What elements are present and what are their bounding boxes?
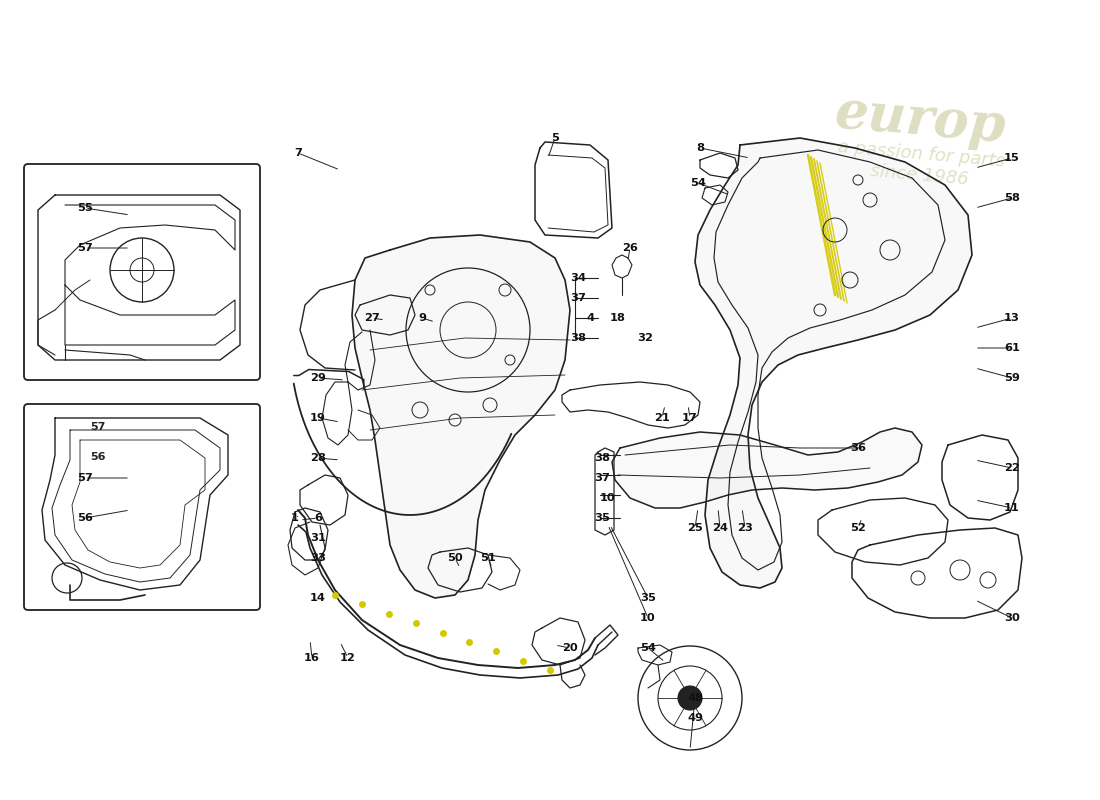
Text: 35: 35 xyxy=(640,593,656,603)
Text: 38: 38 xyxy=(594,453,610,463)
Circle shape xyxy=(678,686,702,710)
Text: 27: 27 xyxy=(364,313,380,323)
Text: 20: 20 xyxy=(562,643,578,653)
Text: 58: 58 xyxy=(1004,193,1020,203)
Text: 56: 56 xyxy=(77,513,92,523)
Text: 37: 37 xyxy=(570,293,586,303)
Text: 22: 22 xyxy=(1004,463,1020,473)
Text: 16: 16 xyxy=(304,653,320,663)
Text: 7: 7 xyxy=(294,148,301,158)
Text: 13: 13 xyxy=(1004,313,1020,323)
Text: 35: 35 xyxy=(594,513,609,523)
Text: 57: 57 xyxy=(90,422,106,432)
Text: 18: 18 xyxy=(610,313,626,323)
Text: 12: 12 xyxy=(340,653,356,663)
Text: 9: 9 xyxy=(418,313,426,323)
Polygon shape xyxy=(612,428,922,508)
Text: 11: 11 xyxy=(1004,503,1020,513)
Text: 17: 17 xyxy=(682,413,697,423)
Text: 34: 34 xyxy=(570,273,586,283)
Text: 10: 10 xyxy=(640,613,656,623)
Text: 14: 14 xyxy=(310,593,326,603)
Text: 61: 61 xyxy=(1004,343,1020,353)
Text: a passion for parts
since 1986: a passion for parts since 1986 xyxy=(835,138,1005,192)
Text: 55: 55 xyxy=(77,203,92,213)
Text: 52: 52 xyxy=(850,523,866,533)
Polygon shape xyxy=(352,235,570,598)
Text: 21: 21 xyxy=(654,413,670,423)
Text: 51: 51 xyxy=(480,553,496,563)
Text: 54: 54 xyxy=(690,178,706,188)
FancyBboxPatch shape xyxy=(24,164,260,380)
Text: 33: 33 xyxy=(310,553,326,563)
Text: 25: 25 xyxy=(688,523,703,533)
Text: 57: 57 xyxy=(77,473,92,483)
Text: 10: 10 xyxy=(601,493,616,503)
Text: 30: 30 xyxy=(1004,613,1020,623)
Text: 56: 56 xyxy=(90,452,106,462)
FancyBboxPatch shape xyxy=(24,404,260,610)
Text: 19: 19 xyxy=(310,413,326,423)
Text: 49: 49 xyxy=(688,713,703,723)
Text: 26: 26 xyxy=(623,243,638,253)
Text: 38: 38 xyxy=(570,333,586,343)
Text: 15: 15 xyxy=(1004,153,1020,163)
Text: 36: 36 xyxy=(850,443,866,453)
Text: 59: 59 xyxy=(1004,373,1020,383)
Text: 8: 8 xyxy=(696,143,704,153)
Text: 1: 1 xyxy=(292,513,299,523)
Text: 24: 24 xyxy=(712,523,728,533)
Text: 57: 57 xyxy=(77,243,92,253)
Text: 31: 31 xyxy=(310,533,326,543)
Text: europ: europ xyxy=(833,87,1008,153)
Text: 28: 28 xyxy=(310,453,326,463)
Text: 54: 54 xyxy=(640,643,656,653)
Text: 6: 6 xyxy=(314,513,322,523)
Text: 37: 37 xyxy=(594,473,609,483)
Text: 4: 4 xyxy=(586,313,594,323)
Text: 50: 50 xyxy=(447,553,463,563)
Polygon shape xyxy=(695,138,972,588)
Text: 5: 5 xyxy=(551,133,559,143)
Text: 29: 29 xyxy=(310,373,326,383)
Text: 48: 48 xyxy=(688,693,703,703)
Text: 23: 23 xyxy=(737,523,752,533)
Text: 32: 32 xyxy=(637,333,653,343)
